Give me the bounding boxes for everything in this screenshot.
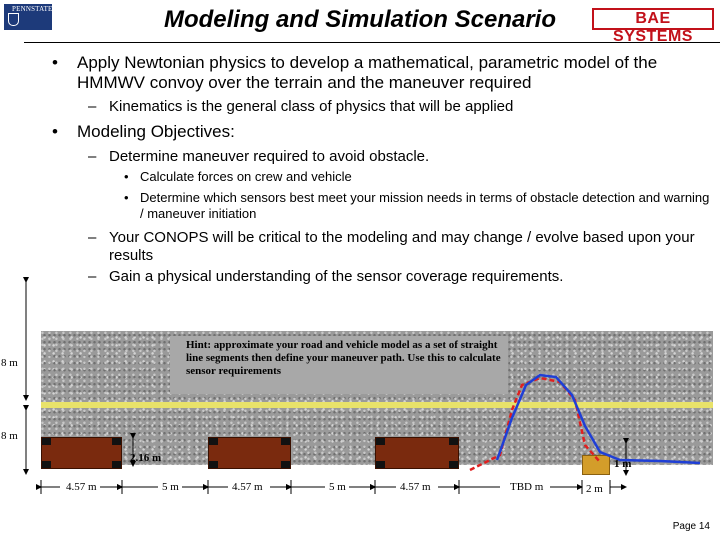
pennstate-logo: PENNSTATE — [4, 4, 52, 30]
shield-icon — [8, 13, 19, 26]
dim-label-4.57m-3: 4.57 m — [400, 481, 431, 493]
dash: – — [88, 98, 97, 115]
road-strip — [41, 402, 713, 408]
sub-conops: Your CONOPS will be critical to the mode… — [109, 229, 695, 264]
vehicle-2 — [208, 437, 291, 469]
dash: – — [88, 268, 97, 285]
label-obstacle-1m: 1 m — [614, 458, 632, 470]
obstacle — [582, 455, 610, 475]
bullet-dot: • — [52, 53, 58, 72]
wheel — [376, 438, 385, 445]
wheel — [281, 438, 290, 445]
wheel — [209, 461, 218, 468]
pennstate-logo-text: PENNSTATE — [12, 5, 53, 13]
wheel — [42, 438, 51, 445]
sub-calc-forces: Calculate forces on crew and vehicle — [140, 169, 352, 184]
sub-sensor-coverage: Gain a physical understanding of the sen… — [109, 268, 564, 285]
title-rule — [24, 42, 720, 43]
dim-label-5m-1: 5 m — [162, 481, 179, 493]
sub-determine-maneuver: Determine maneuver required to avoid obs… — [109, 148, 430, 165]
maneuver-path-blue — [495, 373, 701, 465]
maneuver-path-red — [469, 376, 601, 472]
wheel — [209, 438, 218, 445]
label-8m-top: 8 m — [1, 357, 18, 369]
wheel — [112, 461, 121, 468]
sub-kinematics: Kinematics is the general class of physi… — [109, 98, 514, 115]
wheel — [376, 461, 385, 468]
wheel — [42, 461, 51, 468]
dim-label-4.57m-1: 4.57 m — [66, 481, 97, 493]
page-number: Page 14 — [672, 521, 710, 532]
wheel — [281, 461, 290, 468]
bullet-newtonian: Apply Newtonian physics to develop a mat… — [77, 53, 658, 92]
bullet-dot: • — [124, 169, 129, 184]
dim-label-2m: 2 m — [586, 483, 603, 495]
wheel — [112, 438, 121, 445]
dash: – — [88, 148, 97, 165]
page-title: Modeling and Simulation Scenario — [163, 6, 557, 33]
dash: – — [88, 229, 97, 246]
vehicle-1 — [41, 437, 122, 469]
label-vehicle-width: 2.16 m — [130, 452, 162, 464]
bullet-dot: • — [52, 122, 58, 141]
dim-label-5m-2: 5 m — [329, 481, 346, 493]
dim-label-4.57m-2: 4.57 m — [232, 481, 263, 493]
label-8m-bottom: 8 m — [1, 430, 18, 442]
bullet-dot: • — [124, 190, 129, 205]
bullet-objectives: Modeling Objectives: — [77, 122, 235, 141]
dim-label-tbd: TBD m — [510, 481, 544, 493]
vehicle-3 — [375, 437, 459, 469]
sub-sensors: Determine which sensors best meet your m… — [140, 190, 710, 221]
bae-systems-logo: BAE SYSTEMS — [592, 8, 714, 45]
wheel — [449, 461, 458, 468]
hint-box: Hint: approximate your road and vehicle … — [170, 336, 508, 394]
wheel — [449, 438, 458, 445]
